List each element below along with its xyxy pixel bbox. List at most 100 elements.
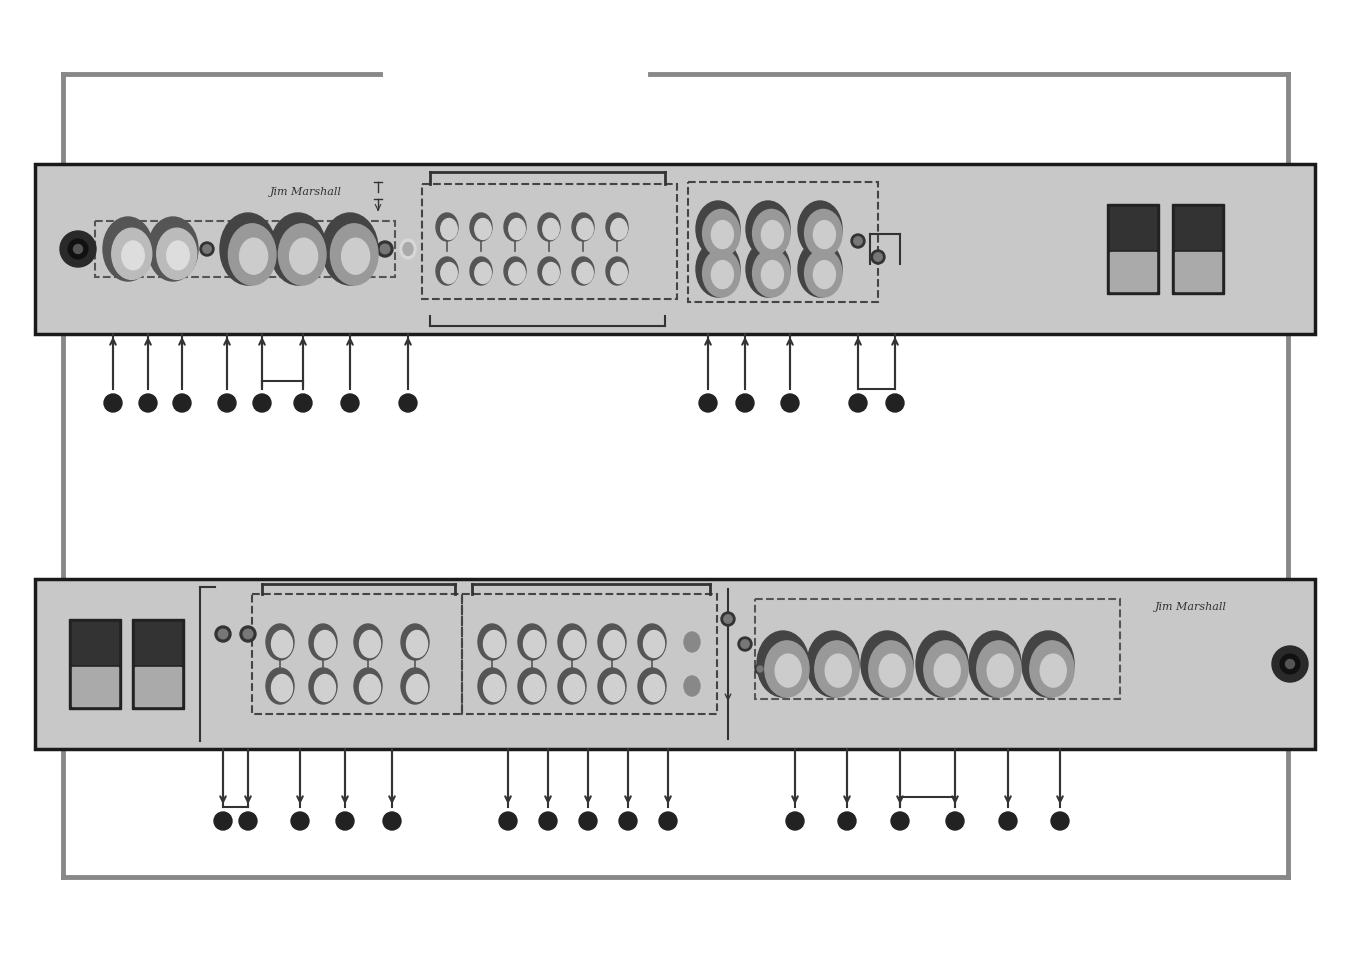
Ellipse shape: [377, 242, 393, 257]
Circle shape: [736, 395, 754, 413]
Ellipse shape: [807, 631, 859, 698]
Ellipse shape: [440, 219, 457, 240]
Ellipse shape: [509, 219, 526, 240]
Ellipse shape: [861, 631, 913, 698]
Ellipse shape: [401, 668, 430, 704]
Ellipse shape: [219, 630, 228, 639]
Ellipse shape: [436, 257, 458, 286]
Bar: [69, 619, 122, 709]
Circle shape: [580, 812, 597, 830]
Text: Jim Marshall: Jim Marshall: [1155, 601, 1227, 612]
Ellipse shape: [712, 221, 734, 250]
Ellipse shape: [805, 211, 842, 257]
Ellipse shape: [322, 213, 378, 286]
Ellipse shape: [815, 641, 859, 698]
Circle shape: [946, 812, 965, 830]
FancyBboxPatch shape: [35, 165, 1315, 335]
Circle shape: [1051, 812, 1069, 830]
Ellipse shape: [354, 668, 382, 704]
Ellipse shape: [604, 631, 624, 658]
Ellipse shape: [517, 668, 546, 704]
Ellipse shape: [813, 221, 835, 250]
Ellipse shape: [509, 263, 526, 284]
Ellipse shape: [825, 655, 851, 687]
Circle shape: [848, 395, 867, 413]
Ellipse shape: [266, 624, 295, 660]
Ellipse shape: [270, 213, 326, 286]
Ellipse shape: [401, 624, 430, 660]
Ellipse shape: [243, 630, 253, 639]
FancyBboxPatch shape: [35, 579, 1315, 749]
Ellipse shape: [215, 626, 231, 642]
Circle shape: [213, 812, 232, 830]
Ellipse shape: [753, 211, 790, 257]
Circle shape: [104, 395, 122, 413]
Ellipse shape: [740, 640, 750, 649]
Ellipse shape: [73, 245, 82, 254]
Circle shape: [290, 812, 309, 830]
Ellipse shape: [266, 668, 295, 704]
Ellipse shape: [166, 242, 189, 271]
Ellipse shape: [638, 624, 666, 660]
Circle shape: [399, 395, 417, 413]
Ellipse shape: [272, 631, 293, 658]
Ellipse shape: [643, 631, 665, 658]
Ellipse shape: [755, 664, 765, 675]
Ellipse shape: [400, 240, 416, 260]
Ellipse shape: [1281, 655, 1300, 674]
Ellipse shape: [703, 250, 740, 297]
Bar: [1173, 205, 1224, 294]
Ellipse shape: [598, 624, 626, 660]
Ellipse shape: [331, 225, 378, 286]
Ellipse shape: [746, 242, 790, 297]
Ellipse shape: [342, 239, 370, 274]
Bar: [135, 622, 181, 664]
Ellipse shape: [638, 668, 666, 704]
Ellipse shape: [470, 257, 492, 286]
Ellipse shape: [577, 219, 593, 240]
Circle shape: [239, 812, 257, 830]
Ellipse shape: [558, 624, 586, 660]
Bar: [1111, 253, 1156, 292]
Ellipse shape: [200, 243, 213, 256]
Ellipse shape: [880, 655, 905, 687]
Ellipse shape: [289, 239, 317, 274]
Ellipse shape: [684, 677, 700, 697]
Ellipse shape: [969, 631, 1021, 698]
Ellipse shape: [504, 213, 526, 242]
Ellipse shape: [869, 641, 913, 698]
Ellipse shape: [315, 631, 335, 658]
Circle shape: [998, 812, 1017, 830]
Text: Jim Marshall: Jim Marshall: [270, 187, 342, 196]
Circle shape: [781, 395, 798, 413]
Ellipse shape: [798, 202, 842, 257]
Ellipse shape: [746, 202, 790, 257]
Ellipse shape: [696, 202, 740, 257]
Ellipse shape: [762, 261, 784, 290]
Ellipse shape: [538, 257, 561, 286]
Ellipse shape: [874, 253, 882, 262]
Ellipse shape: [753, 250, 790, 297]
Bar: [253, 595, 462, 714]
Circle shape: [786, 812, 804, 830]
Ellipse shape: [272, 675, 293, 701]
Ellipse shape: [851, 234, 865, 249]
Ellipse shape: [103, 218, 153, 282]
Ellipse shape: [484, 675, 504, 701]
Ellipse shape: [517, 624, 546, 660]
Ellipse shape: [220, 213, 276, 286]
Ellipse shape: [738, 638, 753, 651]
Ellipse shape: [1040, 655, 1066, 687]
Circle shape: [336, 812, 354, 830]
Ellipse shape: [854, 237, 862, 246]
Circle shape: [659, 812, 677, 830]
Ellipse shape: [916, 631, 969, 698]
Ellipse shape: [765, 641, 809, 698]
Bar: [755, 599, 1120, 700]
Ellipse shape: [523, 675, 544, 701]
Circle shape: [295, 395, 312, 413]
Ellipse shape: [604, 675, 624, 701]
Ellipse shape: [724, 615, 732, 623]
Bar: [1111, 208, 1156, 250]
Ellipse shape: [757, 666, 763, 672]
